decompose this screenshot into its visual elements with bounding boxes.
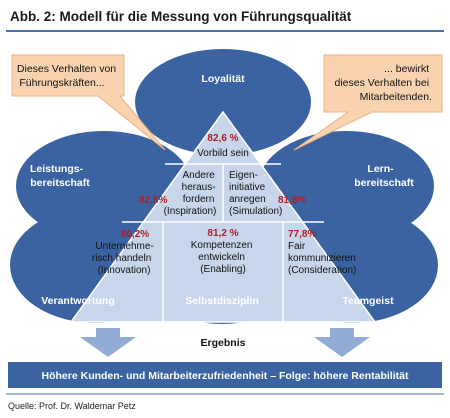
oval-label-right-line-1: Lern- — [367, 163, 394, 175]
source-text: Quelle: Prof. Dr. Waldemar Petz — [8, 401, 136, 411]
cell-mid-left-line-2: heraus- — [182, 182, 216, 193]
cell-top-value: 82,6 % — [207, 133, 238, 144]
callout-right — [293, 54, 443, 151]
cell-bottom-right-line-2: kommunizieren — [288, 253, 356, 264]
cell-bottom-right-label: Fair kommunizieren (Consideration) — [288, 241, 359, 276]
cell-mid-left-line-1: Andere — [182, 170, 215, 181]
cell-bottom-left-value: 80,2% — [121, 229, 149, 240]
cell-mid-left-line-4: (Inspiration) — [164, 206, 217, 217]
oval-label-bottom-right: Teamgeist — [342, 295, 394, 307]
pyramid — [69, 110, 377, 323]
cell-bottom-left-line-2: risch handeln — [92, 253, 151, 264]
arrow-left — [80, 328, 136, 357]
cell-bottom-center-line-2: entwickeln — [198, 252, 245, 263]
oval-label-left: Leistungs- bereitschaft — [30, 163, 90, 189]
callout-right-line-2: dieses Verhalten bei — [335, 77, 430, 89]
oval-label-left-line-1: Leistungs- — [30, 163, 84, 175]
callout-right-line-3: Mitarbeitenden. — [360, 91, 432, 103]
callout-left-line-2: Führungskräften... — [19, 77, 104, 89]
oval-label-right: Lern- bereitschaft — [354, 163, 414, 189]
cell-mid-right-line-2: initiative — [229, 182, 266, 193]
cell-mid-left-label: Andere heraus- fordern (Inspiration) — [164, 170, 219, 217]
result-box — [8, 362, 442, 388]
oval-loyalitaet — [135, 49, 311, 155]
ergebnis-label: Ergebnis — [201, 337, 246, 349]
cell-bottom-right-line-3: (Consideration) — [288, 265, 356, 276]
oval-label-left-line-2: bereitschaft — [30, 177, 90, 189]
callout-left-text: Dieses Verhalten von Führungskräften... — [17, 63, 119, 89]
cell-bottom-center-line-3: (Enabling) — [200, 264, 246, 275]
callout-left — [11, 54, 166, 151]
callout-left-line-1: Dieses Verhalten von — [17, 63, 116, 75]
callout-right-text: ... bewirkt dieses Verhalten bei Mitarbe… — [335, 63, 433, 103]
result-arrows — [80, 328, 370, 357]
cell-bottom-center-value: 81,2 % — [207, 228, 238, 239]
cell-bottom-left-line-1: Unternehme- — [95, 241, 153, 252]
oval-label-right-line-2: bereitschaft — [354, 177, 414, 189]
cell-bottom-left-line-3: (Innovation) — [98, 265, 151, 276]
cell-bottom-left-label: Unternehme- risch handeln (Innovation) — [92, 241, 157, 276]
arrow-right — [314, 328, 370, 357]
cell-bottom-right-value: 77,8% — [288, 229, 316, 240]
cell-bottom-right-line-1: Fair — [288, 241, 306, 252]
cell-mid-left-value: 82,5% — [139, 195, 167, 206]
cell-mid-right-label: Eigen- initiative anregen (Simulation) — [229, 170, 282, 217]
figure-title: Abb. 2: Modell für die Messung von Führu… — [10, 9, 352, 24]
result-text: Höhere Kunden- und Mitarbeiterzufriedenh… — [42, 370, 409, 382]
oval-label-bottom-center: Selbstdisziplin — [185, 295, 259, 307]
callout-right-line-1: ... bewirkt — [384, 63, 429, 75]
cell-mid-left-line-3: fordern — [183, 194, 215, 205]
cell-top-label: Vorbild sein — [197, 148, 249, 159]
cell-mid-right-value: 81,8% — [278, 195, 306, 206]
oval-label-bottom-left: Verantwortung — [41, 295, 115, 307]
cell-bottom-center-label: Kompetenzen entwickeln (Enabling) — [191, 240, 256, 275]
cell-bottom-center-line-1: Kompetenzen — [191, 240, 253, 251]
callouts — [11, 54, 443, 151]
oval-label-top: Loyalität — [201, 73, 245, 85]
cell-mid-right-line-1: Eigen- — [229, 170, 258, 181]
cell-mid-right-line-4: (Simulation) — [229, 206, 282, 217]
cell-mid-right-line-3: anregen — [229, 194, 266, 205]
